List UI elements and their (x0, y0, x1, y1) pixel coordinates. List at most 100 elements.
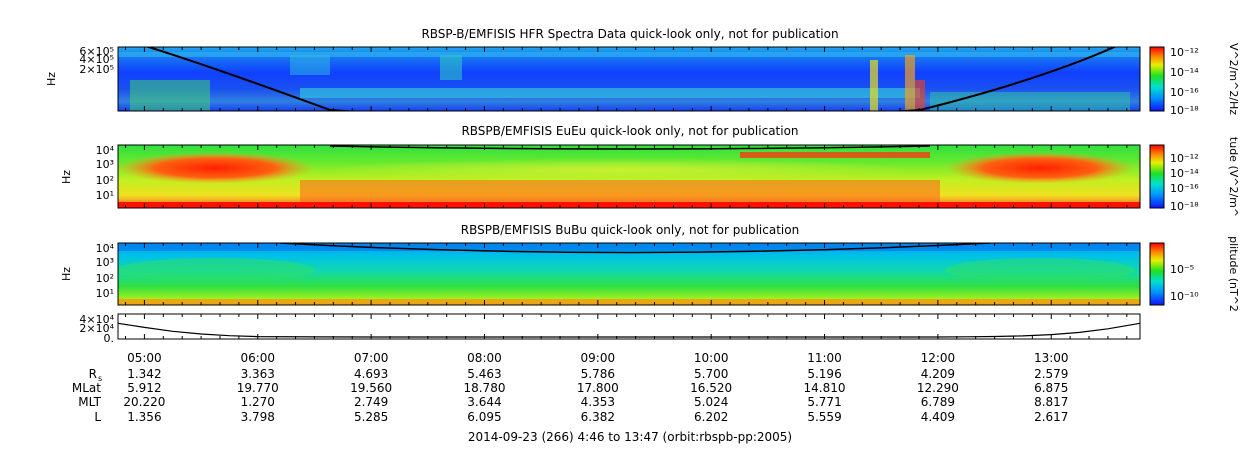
panel3-ytick-label: 10¹ (96, 287, 114, 300)
panel1-right-emission (930, 92, 1130, 111)
ephemeris-value: 4.409 (921, 410, 955, 424)
ephemeris-value: 3.363 (241, 367, 275, 381)
panel3-right-blob (945, 258, 1135, 282)
ephemeris-value: 18.780 (463, 381, 505, 395)
panel1-burst-c (915, 80, 925, 111)
ephemeris-value: 17.800 (577, 381, 619, 395)
panel4-ytick-label: 4×10⁴ (79, 313, 114, 326)
panel2-right-blob (945, 152, 1135, 184)
panel2-ytick-labels: 10⁴ 10³ 10² 10¹ (96, 144, 115, 202)
panel1-cbar-tick: 10⁻¹² (1170, 46, 1199, 59)
panel1-ytick-label: 6×10⁵ (79, 45, 114, 58)
ephemeris-value: 5.285 (354, 410, 388, 424)
ephemeris-row-label: MLat (72, 381, 101, 395)
ephemeris-value: 5.463 (467, 367, 501, 381)
panel2-colorbar (1149, 144, 1165, 209)
panel1-cbar-tick: 10⁻¹⁸ (1170, 104, 1199, 117)
panel1-ytick-labels: 6×10⁵ 4×10⁵ 2×10⁵ (79, 45, 114, 76)
ephemeris-value: 12.290 (917, 381, 959, 395)
panel3-title: RBSPB/EMFISIS BuBu quick-look only, not … (461, 223, 799, 237)
ephemeris-value: 8.817 (1034, 395, 1068, 409)
ephemeris-row-label: R (89, 367, 97, 381)
panel2-bottom-line (118, 202, 1140, 208)
ephemeris-value: 6.202 (694, 410, 728, 424)
ephemeris-value: 6.875 (1034, 381, 1068, 395)
panel3-left-blob (118, 258, 315, 282)
panel2-title: RBSPB/EMFISIS EuEu quick-look only, not … (461, 124, 798, 138)
panel2-cbar-tick: 10⁻¹⁴ (1170, 167, 1199, 180)
ephemeris-value: 4.693 (354, 367, 388, 381)
ephemeris-value: 3.798 (241, 410, 275, 424)
panel1-burst-a (870, 60, 878, 111)
ephemeris-value: 1.270 (241, 395, 275, 409)
ephemeris-value: 4.353 (581, 395, 615, 409)
panel2-spectrogram (118, 145, 1140, 208)
ephemeris-value: 1.356 (127, 410, 161, 424)
ephemeris-row-label: L (94, 410, 101, 424)
panel3-colorbar-label: plitude (nT^2 (1227, 236, 1240, 312)
time-tick-label: 06:00 (240, 351, 275, 365)
panel2-colorbar-label: tude (V^2/m^ (1227, 137, 1240, 217)
panel2-cbar-tick: 10⁻¹⁸ (1170, 200, 1199, 213)
time-tick-label: 07:00 (354, 351, 389, 365)
panel1-ytick-label: 4×10⁵ (79, 53, 114, 66)
panel1-burst-b (905, 55, 915, 111)
panel2-cbar-tick: 10⁻¹² (1170, 152, 1199, 165)
panel2-lowfreq-activity (300, 180, 940, 206)
panel2-ylabel: Hz (60, 170, 73, 184)
panel1-ylabel: Hz (45, 72, 58, 86)
panel2-cbar-tick: 10⁻¹⁶ (1170, 182, 1199, 195)
panel2-ytick-label: 10¹ (96, 189, 114, 202)
ephemeris-value: 14.810 (804, 381, 846, 395)
panel3-cyclotron-curve (279, 243, 991, 254)
time-axis-labels: 05:00 06:00 07:00 08:00 09:00 10:00 11:00 12:00… (127, 351, 1068, 365)
panel1-streak-a (440, 55, 462, 80)
panel3-frame (117, 242, 1141, 306)
panel3-colorbar-ticks: 10⁻⁵ 10⁻¹⁰ (1170, 263, 1199, 303)
ephemeris-value: 20.220 (123, 395, 165, 409)
panel1-colorbar-ticks: 10⁻¹² 10⁻¹⁴ 10⁻¹⁶ 10⁻¹⁸ (1170, 46, 1199, 117)
time-tick-label: 10:00 (694, 351, 729, 365)
ephemeris-value: 3.644 (467, 395, 501, 409)
ephemeris-row-label: MLT (78, 395, 101, 409)
panel3-top-band (118, 243, 1140, 251)
ephemeris-value: 5.771 (807, 395, 841, 409)
panel3-ytick-labels: 10⁴ 10³ 10² 10¹ (96, 242, 115, 300)
time-tick-label: 11:00 (807, 351, 842, 365)
panel1-title: RBSP-B/EMFISIS HFR Spectra Data quick-lo… (421, 27, 838, 41)
panel4-ytick-label: 2×10⁴ (79, 322, 114, 335)
panel1-spectrogram (118, 47, 1140, 111)
panel2-ytick-label: 10³ (96, 158, 114, 171)
ephemeris-value: 19.770 (237, 381, 279, 395)
time-tick-label: 13:00 (1034, 351, 1069, 365)
panel2-mid-band (320, 158, 920, 182)
panel4-ytick-label: 0. (104, 332, 115, 345)
ephemeris-value: 5.196 (807, 367, 841, 381)
panel3-spectrogram (118, 243, 1140, 305)
panel1-cyclotron-curve (145, 47, 1117, 111)
panel3-colorbar (1149, 242, 1165, 306)
ephemeris-value: 5.912 (127, 381, 161, 395)
ephemeris-value: 5.786 (581, 367, 615, 381)
panel1-cbar-tick: 10⁻¹⁶ (1170, 86, 1199, 99)
panel4-line-plot: 4×10⁴ 2×10⁴ 0. (79, 313, 1141, 345)
panel3-ytick-label: 10⁴ (96, 242, 115, 255)
ephemeris-value: 6.382 (581, 410, 615, 424)
time-axis-ticks (125, 47, 1128, 339)
ephemeris-value: 2.749 (354, 395, 388, 409)
panel1-colorbar (1149, 46, 1165, 112)
time-tick-label: 05:00 (127, 351, 162, 365)
panel3-ytick-label: 10² (96, 272, 114, 285)
panel1-streak-b (290, 55, 330, 75)
ephemeris-value: 5.024 (694, 395, 728, 409)
panel3-bottom-band (118, 299, 1140, 305)
panel2-ytick-label: 10⁴ (96, 144, 115, 157)
panel4-ytick-labels: 4×10⁴ 2×10⁴ 0. (79, 313, 114, 345)
panel2-left-blob (118, 152, 315, 184)
ephemeris-value: 1.342 (127, 367, 161, 381)
ephemeris-value: 6.095 (467, 410, 501, 424)
panel2-ytick-label: 10² (96, 174, 114, 187)
panel3-cbar-tick: 10⁻⁵ (1170, 263, 1194, 276)
ephemeris-value: 5.559 (807, 410, 841, 424)
time-tick-label: 08:00 (467, 351, 502, 365)
